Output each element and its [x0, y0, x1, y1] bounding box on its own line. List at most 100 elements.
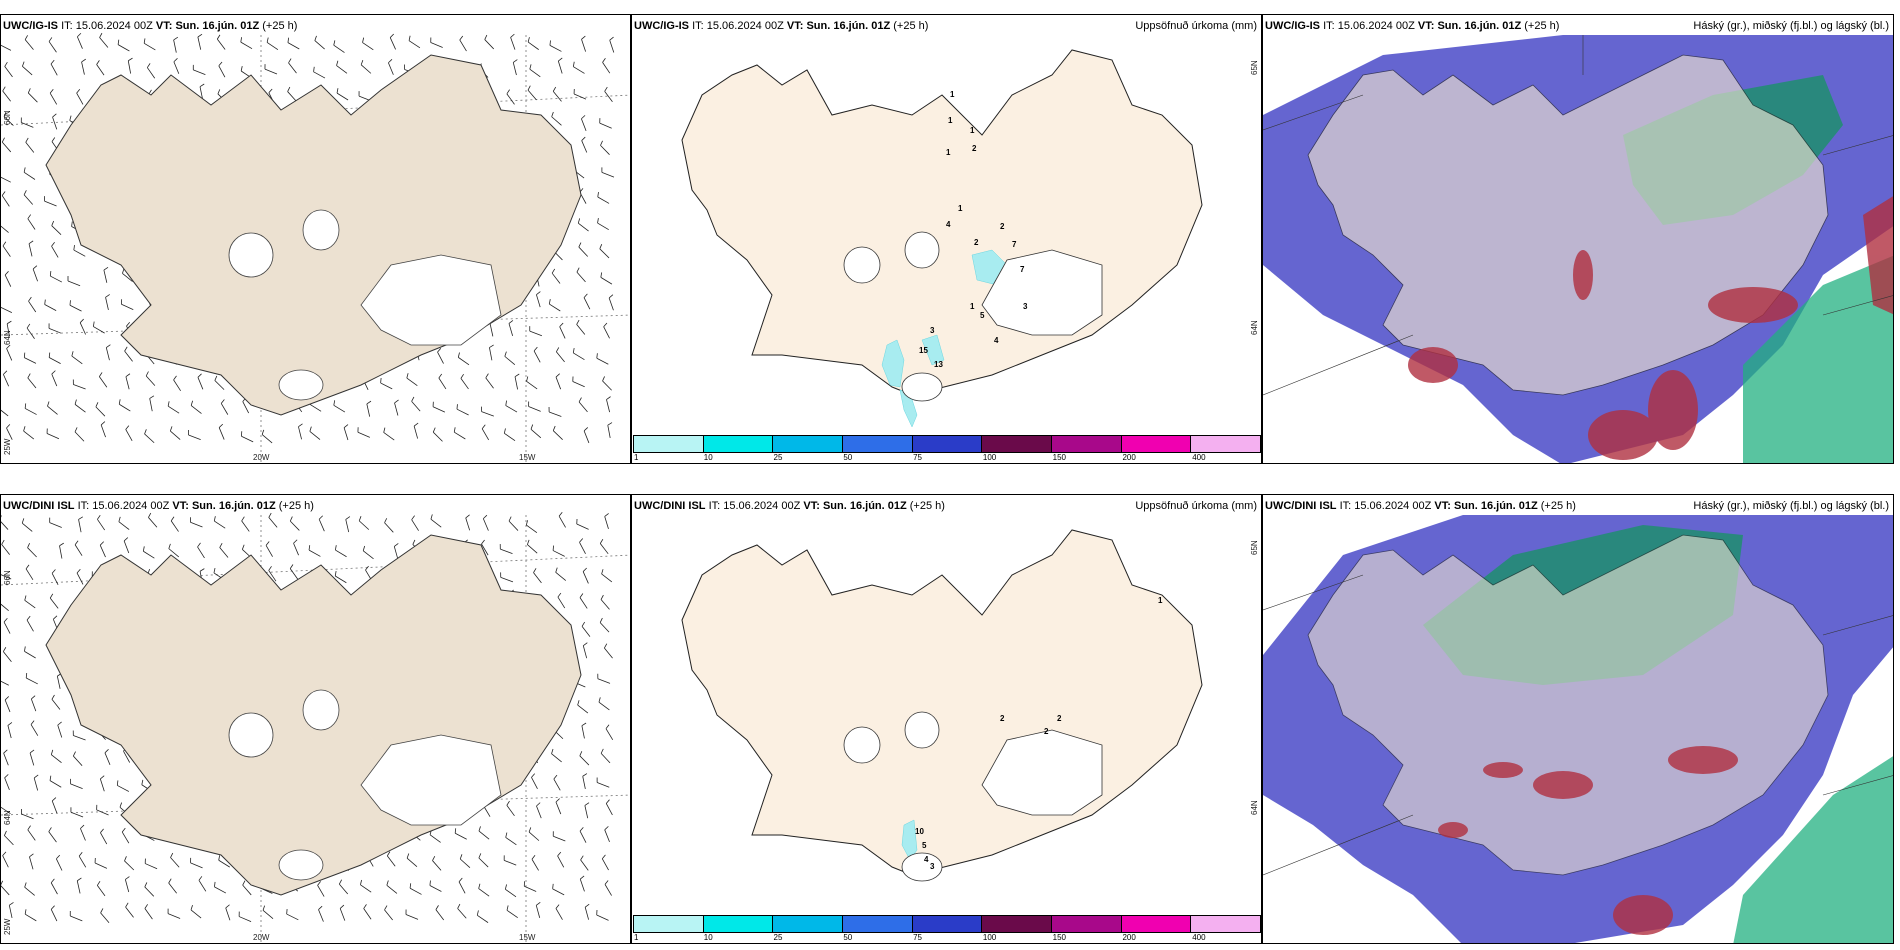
wind-barb [602, 380, 612, 391]
glaciers [843, 711, 1103, 882]
precip-panel-dini-isl[interactable]: UWC/DINI ISL IT: 15.06.2024 00Z VT: Sun.… [631, 494, 1262, 944]
wind-barb-feather [219, 542, 223, 548]
wind-barb [573, 93, 587, 100]
wind-barb [512, 62, 517, 76]
colorbar-swatch [1191, 436, 1261, 452]
wind-barb [117, 44, 130, 52]
wind-barb-feather [413, 422, 419, 427]
wind-barb-feather [358, 516, 362, 522]
wind-barb [528, 831, 540, 841]
wind-barb-feather [576, 319, 580, 325]
wind-barb-feather [50, 749, 54, 755]
wind-barb-feather [288, 58, 292, 64]
wind-barb-feather [76, 88, 81, 94]
wind-barb [389, 37, 396, 50]
wind-barb-feather [25, 137, 29, 143]
wind-barb-feather [44, 299, 46, 305]
precip-panel-ig-is[interactable]: UWC/IG-IS IT: 15.06.2024 00Z VT: Sun. 16… [631, 14, 1262, 464]
wind-barb [24, 886, 35, 896]
wind-barb-feather [483, 514, 488, 519]
wind-panel-ig-is[interactable]: UWC/IG-IS IT: 15.06.2024 00Z VT: Sun. 16… [0, 14, 631, 464]
wind-barb [145, 863, 158, 870]
wind-barb [604, 884, 612, 896]
wind-barb [70, 783, 83, 790]
wind-barb [459, 858, 471, 868]
wind-barb [6, 323, 10, 337]
wind-barb-feather [336, 88, 339, 94]
it-value: 15.06.2024 00Z [1337, 20, 1415, 32]
wind-barb [1, 680, 9, 686]
wind-barb [406, 377, 418, 387]
wind-barb-feather [580, 875, 585, 880]
wind-barb [173, 379, 181, 392]
wind-barb-feather [49, 89, 54, 94]
wind-barb [197, 377, 204, 390]
wind-barb [527, 89, 537, 101]
precip-value-label: 2 [974, 238, 979, 247]
panel-header: UWC/DINI ISL IT: 15.06.2024 00Z VT: Sun.… [634, 500, 945, 512]
precip-value-label: 1 [958, 204, 963, 213]
wind-barb-feather [118, 399, 121, 405]
precip-value-label: 4 [994, 336, 999, 345]
wind-barb-feather [362, 37, 365, 43]
wind-barb [6, 348, 13, 361]
colorbar-tick-label: 75 [913, 933, 923, 942]
wind-barb [454, 431, 466, 440]
wind-barb [393, 546, 399, 560]
wind-barb-feather [465, 514, 470, 519]
wind-barb [500, 576, 514, 583]
wind-barb [313, 71, 326, 79]
wind-barb [576, 523, 589, 530]
wind-barb [510, 37, 516, 50]
wind-barb-feather [24, 403, 27, 409]
wind-barb [360, 884, 372, 893]
wind-barb-feather [24, 909, 27, 915]
wind-barb [95, 406, 106, 417]
wind-barb-feather [97, 514, 101, 520]
wind-barb [50, 63, 58, 76]
precip-value-label: 15 [919, 346, 928, 355]
wind-barb-feather [213, 516, 216, 522]
wind-barb-feather [125, 902, 129, 908]
wind-barb-feather [580, 855, 584, 861]
wind-barb-feather [72, 751, 76, 757]
wind-barb [596, 914, 609, 921]
wind-barb [27, 218, 36, 230]
wind-barb [582, 571, 589, 584]
wind-barb-feather [525, 520, 528, 526]
wind-barb-feather [602, 376, 605, 382]
wind-barb [318, 909, 324, 922]
wind-barb [536, 805, 542, 819]
wind-barb-feather [197, 373, 202, 378]
wind-barb [197, 36, 202, 50]
wind-panel-dini-isl[interactable]: UWC/DINI ISL IT: 15.06.2024 00Z VT: Sun.… [0, 494, 631, 944]
wind-barb-feather [558, 512, 563, 517]
vt-label: VT: [172, 500, 189, 512]
wind-barb [48, 357, 61, 365]
wind-barb [193, 69, 206, 75]
wind-barb-feather [334, 571, 337, 577]
precip-value-label: 1 [950, 90, 955, 99]
wind-barb-feather [262, 905, 265, 911]
cloud-panel-ig-is[interactable]: UWC/IG-IS IT: 15.06.2024 00Z VT: Sun. 16… [1262, 14, 1894, 464]
wind-barb [73, 735, 86, 741]
cloud-panel-dini-isl[interactable]: UWC/DINI ISL IT: 15.06.2024 00Z VT: Sun.… [1262, 494, 1894, 944]
wind-barb [514, 376, 518, 390]
wind-barb-feather [583, 293, 588, 298]
lon-label-15w: 15W [519, 453, 536, 462]
wind-barb-feather [485, 373, 489, 379]
wind-barb-feather [339, 904, 345, 909]
wind-barb [578, 401, 588, 413]
wind-barb [533, 572, 542, 584]
wind-barb-feather [121, 827, 126, 833]
wind-barb [268, 517, 278, 528]
wind-barb [533, 350, 541, 363]
wind-barb-feather [81, 58, 86, 63]
wind-barb [288, 62, 297, 74]
wind-barb [536, 294, 541, 308]
wind-barb [601, 573, 613, 583]
wind-barb [484, 39, 495, 50]
wind-barb [261, 434, 273, 444]
precip-value-label: 1 [970, 126, 975, 135]
